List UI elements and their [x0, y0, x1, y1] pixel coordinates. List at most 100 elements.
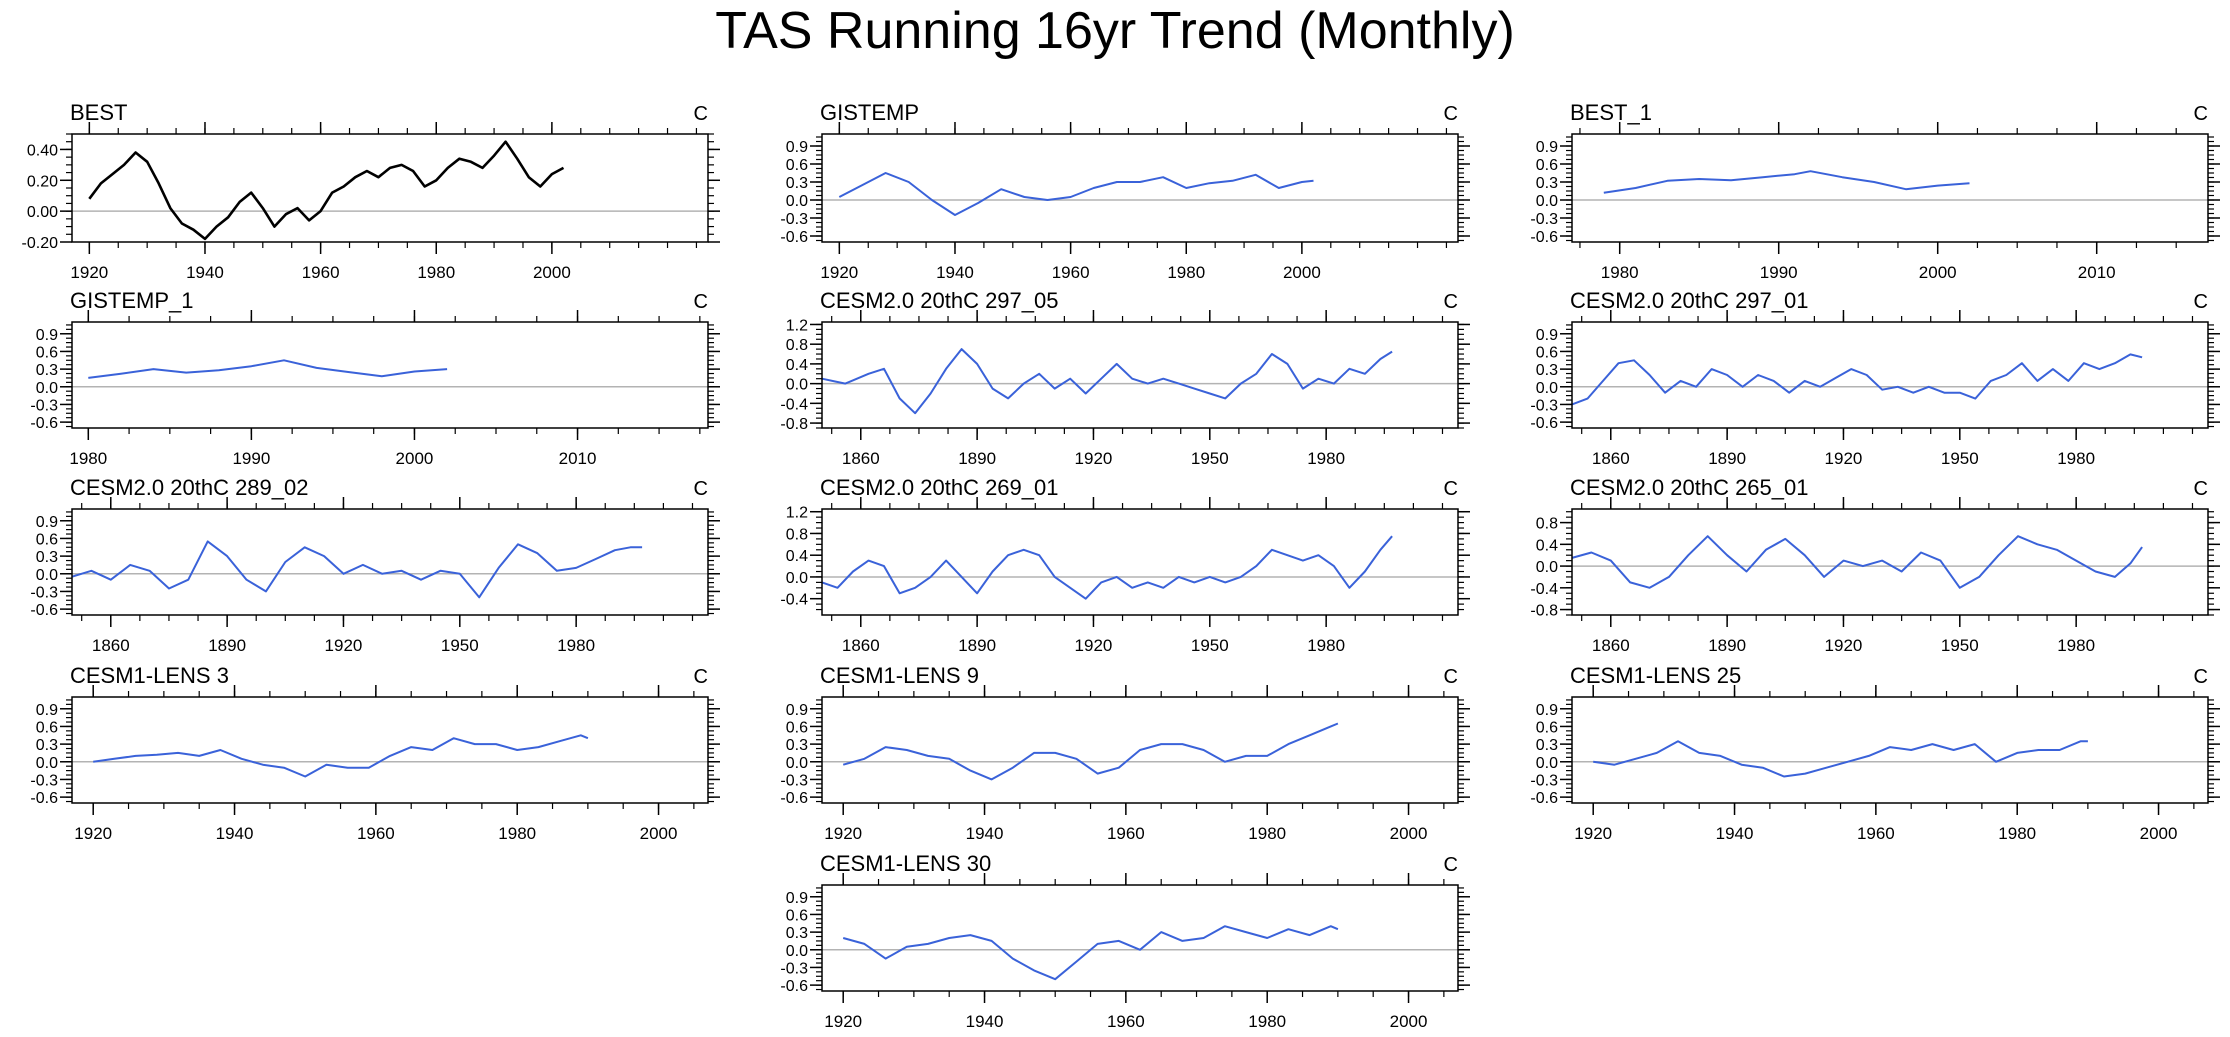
y-tick-label: -0.3: [30, 772, 58, 789]
x-tick-label: 1980: [498, 824, 536, 843]
y-tick-label: 0.9: [786, 139, 808, 156]
panel-12: 1920 1940 1960 1980 2000 -0.6-0.30.00.30.60.9…: [1530, 663, 2220, 843]
x-tick-label: 1980: [1998, 824, 2036, 843]
y-tick-label: 0.3: [36, 737, 58, 754]
x-tick-label: 2010: [2078, 263, 2116, 282]
y-tick-label: -0.3: [30, 584, 58, 601]
y-tick-label: 0.6: [786, 719, 808, 736]
plot-frame: [1571, 321, 2209, 429]
series-line: [821, 535, 1393, 600]
y-tick-label: -0.3: [780, 772, 808, 789]
y-tick-label: 0.40: [27, 142, 58, 159]
x-tick-label: 1860: [1592, 449, 1630, 468]
y-tick-label: 0.4: [786, 357, 808, 374]
x-tick-label: 1980: [1248, 1012, 1286, 1031]
y-tick-label: 0.6: [1536, 157, 1558, 174]
figure-title: TAS Running 16yr Trend (Monthly): [715, 2, 1515, 60]
y-tick-label: -0.6: [30, 415, 58, 432]
y-tick-label: 0.3: [786, 175, 808, 192]
plot-frame: [821, 321, 1459, 429]
plot-frame: [71, 321, 709, 429]
y-tick-label: 0.9: [786, 702, 808, 719]
y-tick-label: 0.3: [1536, 737, 1558, 754]
y-tick-label: 0.6: [36, 344, 58, 361]
x-tick-label: 1980: [1167, 263, 1205, 282]
plot-frame: [1571, 696, 2209, 804]
y-tick-label: -0.6: [780, 978, 808, 995]
x-tick-label: 1920: [70, 263, 108, 282]
x-tick-label: 1950: [441, 636, 479, 655]
x-tick-label: 1920: [824, 1012, 862, 1031]
panel-units: C: [1444, 854, 1458, 876]
x-tick-label: 1920: [824, 824, 862, 843]
series-line: [842, 722, 1339, 781]
y-tick-label: -0.6: [30, 790, 58, 807]
x-tick-label: 1890: [208, 636, 246, 655]
y-tick-label: 0.6: [1536, 719, 1558, 736]
x-tick-label: 1960: [1857, 824, 1895, 843]
x-tick-label: 1940: [966, 824, 1004, 843]
x-tick-label: 1960: [1107, 824, 1145, 843]
y-tick-label: 0.0: [1536, 559, 1558, 576]
panel-title: CESM2.0 20thC 269_01: [820, 475, 1059, 500]
panel-9: 1860 1890 1920 1950 1980 -0.8 -0.4 0.0 0.4 0.8 CES…: [1530, 475, 2220, 655]
plot-frame: [821, 696, 1459, 804]
x-tick-label: 1920: [74, 824, 112, 843]
x-tick-label: 1990: [1760, 263, 1798, 282]
x-tick-label: 1980: [2057, 449, 2095, 468]
panel-units: C: [1444, 103, 1458, 125]
x-tick-label: 1890: [958, 449, 996, 468]
x-tick-label: 1980: [1307, 449, 1345, 468]
y-tick-label: 0.3: [786, 737, 808, 754]
plot-frame: [821, 133, 1459, 243]
y-tick-label: -0.6: [1530, 415, 1558, 432]
x-tick-label: 1860: [842, 449, 880, 468]
panel-title: CESM2.0 20thC 265_01: [1570, 475, 1809, 500]
y-tick-label: 1.2: [786, 505, 808, 522]
panel-title: CESM2.0 20thC 297_01: [1570, 288, 1809, 313]
x-tick-label: 1960: [302, 263, 340, 282]
x-tick-label: 1960: [1107, 1012, 1145, 1031]
x-tick-label: 2000: [1390, 824, 1428, 843]
y-tick-label: -0.20: [22, 235, 59, 252]
x-tick-label: 1860: [92, 636, 130, 655]
panel-title: GISTEMP_1: [70, 288, 193, 313]
y-tick-label: 0.0: [786, 193, 808, 210]
y-tick-label: 0.9: [1536, 327, 1558, 344]
y-tick-label: -0.4: [780, 592, 808, 609]
panel-13: 1920 1940 1960 1980 2000 -0.6-0.30.00.30.60.9…: [780, 851, 1470, 1031]
plot-frame: [1571, 133, 2209, 243]
plot-frame: [71, 508, 709, 616]
x-tick-label: 1890: [1708, 449, 1746, 468]
panel-title: CESM1-LENS 25: [1570, 663, 1741, 688]
y-tick-label: 0.8: [786, 526, 808, 543]
panel-units: C: [1444, 478, 1458, 500]
y-tick-label: 1.2: [786, 317, 808, 334]
plot-frame: [1571, 508, 2209, 616]
y-tick-label: 0.6: [786, 907, 808, 924]
panel-units: C: [1444, 291, 1458, 313]
y-tick-label: 0.9: [786, 890, 808, 907]
panel-8: 1860 1890 1920 1950 1980 -0.4 0.0 0.4 0.8 1.2 CESM…: [780, 475, 1470, 655]
x-tick-label: 1950: [1191, 636, 1229, 655]
y-tick-label: 0.9: [36, 514, 58, 531]
panel-3: 1980 1990 2000 2010 -0.6-0.30.00.30.60.9 BEST…: [1530, 100, 2220, 282]
x-tick-label: 2010: [559, 449, 597, 468]
y-tick-label: 0.4: [1536, 537, 1558, 554]
series-line: [838, 172, 1314, 216]
panel-7: 1860 1890 1920 1950 1980 -0.6-0.30.00.30.60.9…: [30, 475, 720, 655]
y-tick-label: 0.0: [1536, 380, 1558, 397]
series-line: [821, 348, 1393, 415]
series-line: [93, 734, 589, 778]
panel-title: BEST_1: [1570, 100, 1652, 125]
panel-units: C: [694, 103, 708, 125]
panel-6: 1860 1890 1920 1950 1980 -0.6-0.30.00.30.60.9…: [1530, 288, 2220, 468]
y-tick-label: -0.3: [1530, 211, 1558, 228]
x-tick-label: 1940: [966, 1012, 1004, 1031]
y-tick-label: 0.0: [786, 943, 808, 960]
panel-units: C: [2194, 103, 2208, 125]
y-tick-label: 0.0: [36, 567, 58, 584]
series-line: [1603, 170, 1970, 194]
panel-units: C: [2194, 478, 2208, 500]
